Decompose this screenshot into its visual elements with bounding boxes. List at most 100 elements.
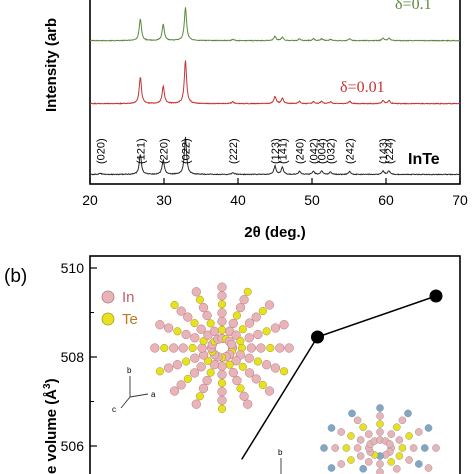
te-atom	[266, 343, 275, 353]
in-atom	[364, 430, 373, 438]
te-atom	[236, 337, 245, 346]
te-atom	[195, 392, 204, 401]
panel-a-series	[89, 7, 461, 176]
in-atom	[217, 395, 227, 405]
in-atom	[217, 361, 227, 371]
hkl-label: (222)	[228, 138, 240, 164]
orient-b-label: b	[127, 366, 132, 375]
te-atom	[217, 325, 227, 334]
in-atom	[178, 343, 188, 353]
te-atom	[387, 458, 396, 466]
panel-a-hkl-labels: (020) (121) (220) (022) (222) (123)(141) (240)…	[95, 138, 396, 164]
te-atom	[160, 343, 169, 353]
hkl-label: (042)	[309, 138, 321, 164]
in-atom	[376, 412, 384, 420]
panel-b-frame	[89, 255, 461, 474]
te-atom	[280, 367, 289, 376]
te-atom	[188, 343, 197, 353]
te-atom	[182, 357, 191, 366]
in-atom	[163, 323, 174, 333]
in-atom	[432, 444, 440, 452]
panel-a-ylabel: Intensity (arb	[43, 18, 60, 112]
in-atom	[217, 387, 227, 397]
panel-a: 20 30 40 50 60 70 (020) (121) (220) (022) (222) (1…	[43, 0, 468, 241]
in-atom	[169, 386, 180, 396]
hkl-label: (020)	[95, 138, 107, 164]
inte-label: InTe	[408, 151, 440, 168]
legend: In Te	[101, 289, 138, 328]
te-atom	[203, 356, 212, 365]
hkl-label: (242)	[345, 138, 357, 164]
in-atom	[217, 291, 227, 301]
orient-c-label: c	[112, 405, 116, 414]
te-atom	[217, 300, 227, 309]
te-atom	[342, 444, 351, 452]
in-atom	[414, 428, 423, 436]
in-atom	[284, 343, 294, 353]
panel-b-ylabel: e volume (Å3)	[42, 378, 60, 474]
delta-0.01-label: δ=0.01	[340, 79, 385, 96]
in-atom	[331, 444, 340, 452]
in-atom	[189, 368, 200, 378]
in-atom	[231, 356, 241, 366]
in-atom	[228, 367, 238, 378]
crystal-structure-inset-illustration	[320, 404, 440, 474]
in-atom	[244, 318, 255, 328]
dopant-atom	[359, 464, 368, 473]
panel-b-ylabel-sup: 3	[42, 383, 53, 389]
in-atom	[364, 458, 373, 466]
in-atom	[231, 330, 241, 340]
in-atom	[176, 306, 186, 316]
in-atom	[279, 320, 289, 330]
hkl-label: (022)	[181, 138, 193, 164]
te-atom	[170, 300, 179, 310]
te-atom	[258, 380, 267, 389]
in-atom	[356, 436, 365, 444]
te-atom	[258, 307, 267, 316]
in-atom	[217, 369, 227, 380]
panel-b-ylabel-main: e volume (Å	[43, 389, 60, 474]
in-atom	[270, 323, 281, 333]
in-atom	[209, 360, 220, 370]
te-atom	[199, 337, 208, 346]
dopant-atom	[424, 424, 433, 432]
in-atom	[385, 440, 394, 448]
panel-a-x-ticks: 20 30 40 50 60 70	[82, 178, 468, 208]
in-atom	[387, 430, 396, 438]
x-tick-label-70: 70	[452, 192, 468, 208]
hkl-label: (220)	[158, 138, 170, 164]
in-atom	[243, 399, 253, 409]
dopant-atom	[404, 409, 412, 418]
legend-te-label: Te	[122, 311, 138, 328]
y-tick-label-510: 510	[61, 260, 85, 276]
in-atom	[376, 468, 384, 474]
hkl-label: (121)	[135, 138, 147, 164]
hkl-label: (143)	[378, 138, 390, 164]
y-tick-label-508: 508	[61, 349, 85, 365]
in-atom	[227, 339, 237, 350]
in-atom	[356, 452, 365, 460]
hkl-label: (240)	[294, 138, 306, 164]
in-atom	[197, 343, 207, 353]
in-atom	[239, 295, 249, 305]
series-line-InTe	[90, 136, 461, 176]
in-atom	[196, 324, 206, 334]
in-atom	[217, 308, 227, 318]
te-atom	[376, 420, 384, 428]
hkl-label: (032)	[326, 138, 338, 164]
in-atom	[183, 312, 193, 322]
in-atom	[202, 375, 212, 386]
in-atom	[353, 416, 362, 425]
orientation-axes-icon	[120, 376, 149, 409]
te-atom	[347, 456, 355, 464]
dopant-atom	[420, 444, 429, 452]
in-atom	[232, 375, 242, 386]
in-atom	[176, 380, 186, 390]
crystal-structure-illustration	[150, 282, 294, 413]
in-atom	[353, 444, 362, 452]
in-atom	[261, 360, 272, 370]
orient-a-label: a	[151, 390, 156, 399]
hkl-label: (224)	[384, 138, 396, 164]
panel-b-data	[241, 289, 443, 460]
